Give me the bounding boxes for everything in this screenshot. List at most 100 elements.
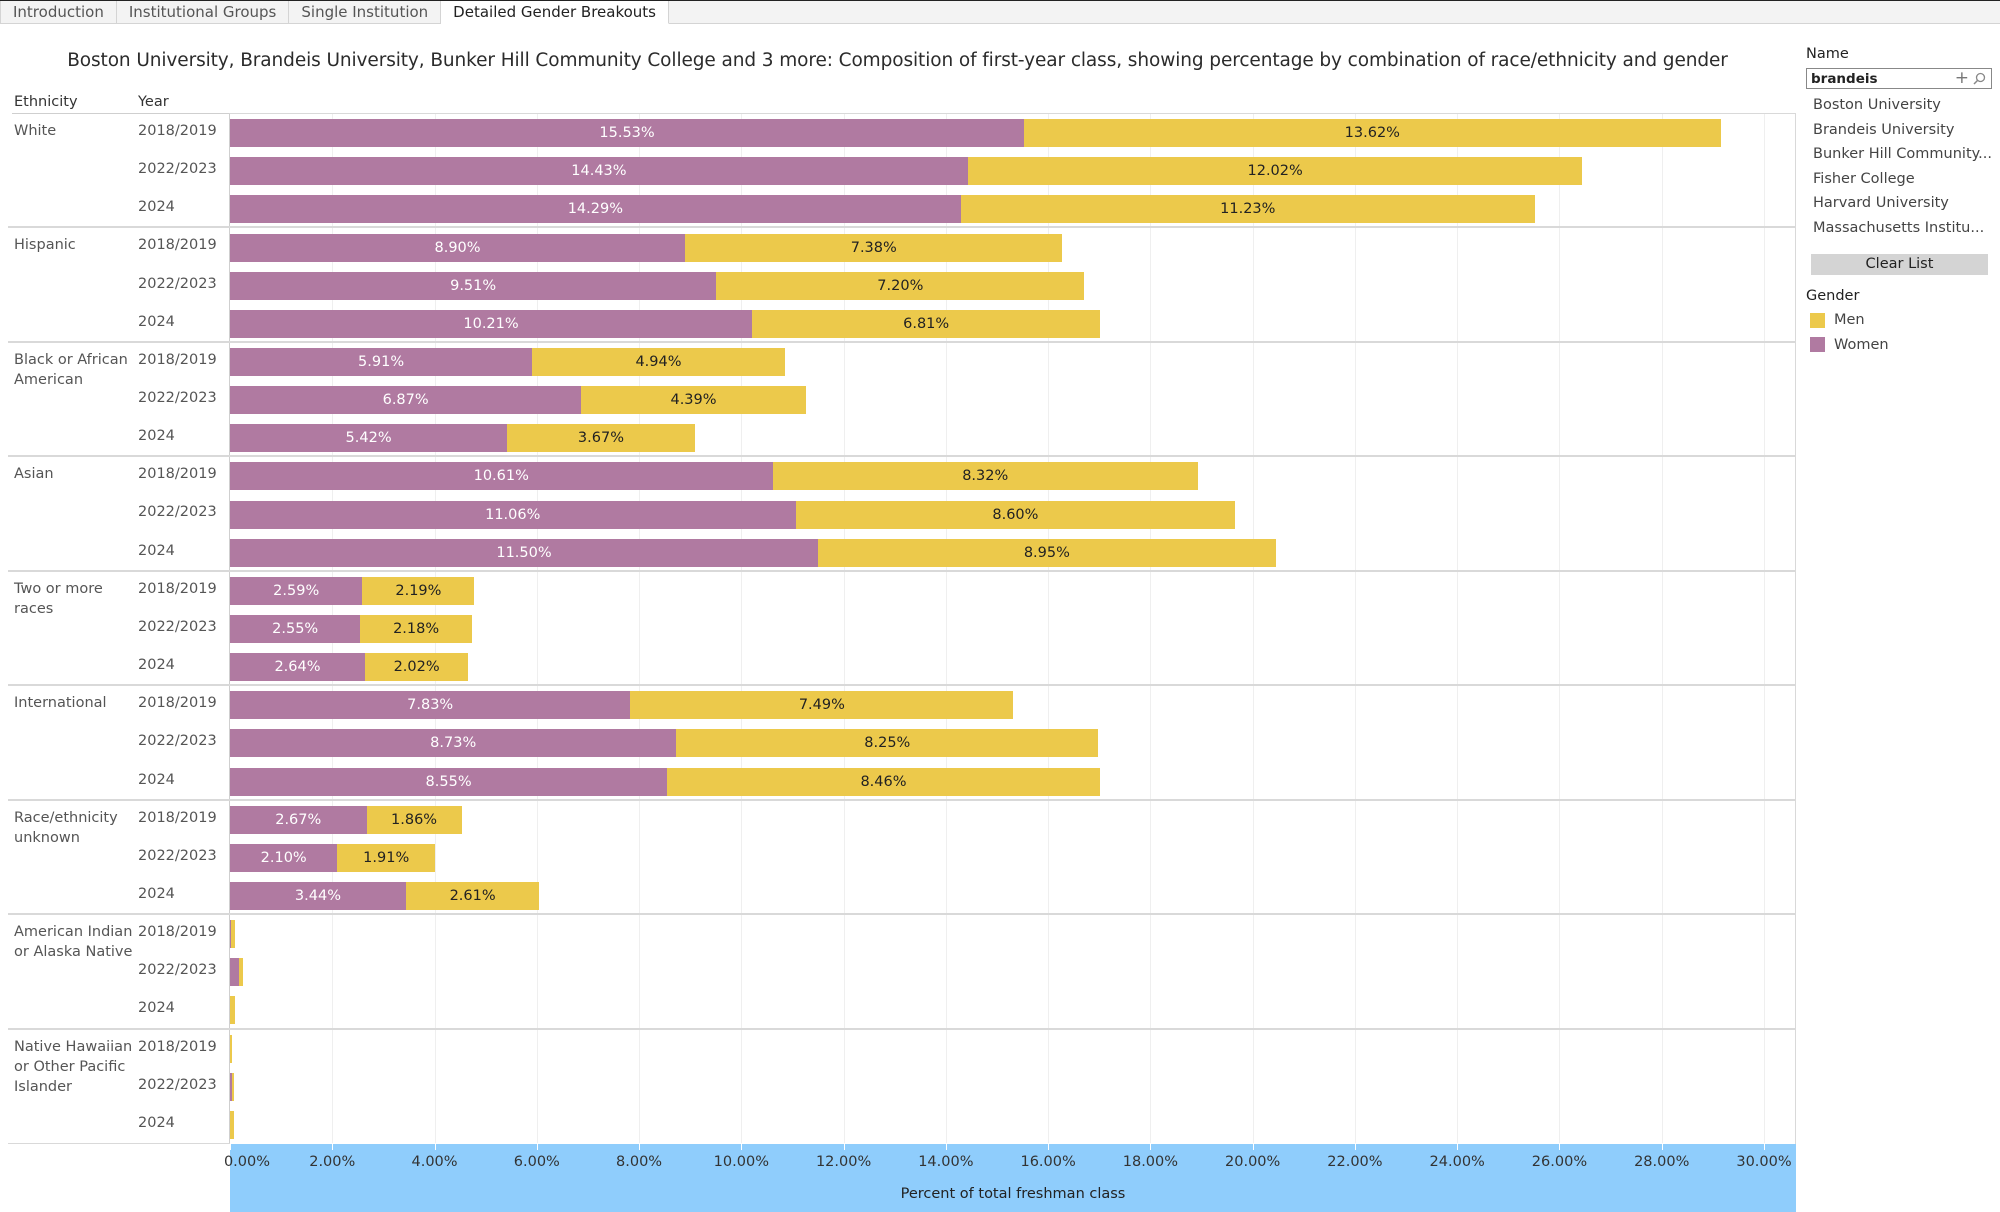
tab-bar: Introduction Institutional Groups Single I… <box>0 0 2000 24</box>
bar-women[interactable] <box>230 309 753 338</box>
group-separator <box>8 455 1796 458</box>
bar-label-women: 2.55% <box>272 621 319 637</box>
bar-women[interactable] <box>230 882 406 911</box>
bar-women[interactable] <box>230 958 240 987</box>
bar-label-women: 9.51% <box>450 277 497 294</box>
year-label: 2024 <box>138 542 175 559</box>
bar-men[interactable] <box>581 386 806 415</box>
bar-women[interactable] <box>230 119 1025 148</box>
clear-list-button[interactable]: Clear List <box>1811 254 1988 275</box>
bar-men[interactable] <box>231 1072 234 1101</box>
bar-label-men: 13.62% <box>1344 125 1400 142</box>
bar-women[interactable] <box>230 233 686 262</box>
bar-men[interactable] <box>507 424 695 453</box>
tab-institutional-groups[interactable]: Institutional Groups <box>117 0 290 24</box>
x-axis-tick-label: 12.00% <box>815 1154 872 1170</box>
bar-women[interactable] <box>230 615 361 643</box>
legend-item-women[interactable]: Women <box>1810 337 1889 353</box>
bar-label-women: 5.42% <box>345 430 392 447</box>
bar-men[interactable] <box>231 920 236 949</box>
bar-label-women: 8.73% <box>430 735 477 752</box>
bar-label-women: 11.50% <box>496 544 552 561</box>
gridline <box>1252 114 1254 1143</box>
bar-women[interactable] <box>230 386 582 415</box>
bar-men[interactable] <box>366 805 462 834</box>
ethnicity-label: Native Hawaiian or Other Pacific Islande… <box>14 1038 133 1095</box>
tab-single-institution[interactable]: Single Institution <box>289 0 442 24</box>
bar-men[interactable] <box>716 271 1085 300</box>
bar-label-men: 2.02% <box>393 659 440 676</box>
institution-list-item[interactable]: Bunker Hill Community... <box>1813 146 1992 163</box>
gender-legend-title: Gender <box>1806 288 1860 304</box>
bar-label-men: 7.38% <box>850 239 897 256</box>
year-label: 2022/2023 <box>138 733 217 750</box>
institution-list-item[interactable]: Brandeis University <box>1813 121 1955 138</box>
bar-women[interactable] <box>230 157 968 186</box>
bar-women[interactable] <box>230 691 631 720</box>
tab-detailed-gender-breakouts[interactable]: Detailed Gender Breakouts <box>441 0 670 24</box>
institution-list-item[interactable]: Massachusetts Institu... <box>1813 220 1985 236</box>
bar-men[interactable] <box>676 729 1099 758</box>
bar-women[interactable] <box>230 576 363 605</box>
bar-men[interactable] <box>532 347 785 376</box>
bar-men[interactable] <box>230 996 235 1025</box>
bar-women[interactable] <box>230 729 677 758</box>
bar-women[interactable] <box>230 500 796 529</box>
bar-label-men: 11.23% <box>1220 201 1276 218</box>
bar-men[interactable] <box>795 500 1236 529</box>
institution-list-item[interactable]: Fisher College <box>1813 170 1915 187</box>
bar-women[interactable] <box>230 805 367 834</box>
bar-men[interactable] <box>230 1034 232 1063</box>
tab-introduction[interactable]: Introduction <box>0 0 117 24</box>
bar-women[interactable] <box>230 653 365 682</box>
bar-men[interactable] <box>360 615 472 643</box>
bar-men[interactable] <box>818 538 1276 567</box>
year-label: 2018/2019 <box>138 695 217 712</box>
bar-label-men: 8.32% <box>962 468 1009 485</box>
bar-women[interactable] <box>230 1072 232 1101</box>
x-axis[interactable] <box>230 1144 1796 1212</box>
add-icon[interactable]: + <box>1954 68 1969 88</box>
gridline <box>639 114 641 1143</box>
name-search-box[interactable]: + <box>1806 68 1992 89</box>
bar-women[interactable] <box>230 538 819 567</box>
institution-list-item[interactable]: Boston University <box>1813 97 1941 113</box>
institution-list-item[interactable]: Harvard University <box>1813 195 1949 212</box>
bar-women[interactable] <box>230 424 508 453</box>
bar-men[interactable] <box>364 653 469 682</box>
bar-women[interactable] <box>230 920 232 949</box>
bar-men[interactable] <box>667 767 1100 796</box>
bar-women[interactable] <box>230 767 668 796</box>
bar-label-women: 14.29% <box>567 201 623 218</box>
year-label: 2024 <box>138 657 175 674</box>
bar-women[interactable] <box>230 347 533 376</box>
legend-item-men[interactable]: Men <box>1810 312 1865 328</box>
bar-label-women: 11.06% <box>485 506 541 523</box>
bar-women[interactable] <box>230 843 338 872</box>
bar-men[interactable] <box>1024 119 1721 148</box>
bar-men[interactable] <box>362 576 475 605</box>
name-search-input[interactable] <box>1811 69 1951 88</box>
bar-men[interactable] <box>405 882 540 911</box>
bar-men[interactable] <box>772 462 1198 491</box>
bar-men[interactable] <box>230 1110 234 1139</box>
x-axis-tick <box>1457 1144 1459 1150</box>
bar-men[interactable] <box>630 691 1014 720</box>
bar-women[interactable] <box>230 462 773 491</box>
year-label: 2024 <box>138 313 175 330</box>
header-divider <box>12 113 230 114</box>
search-icon[interactable] <box>1973 72 1986 85</box>
bar-label-men: 2.61% <box>449 888 496 905</box>
bar-men[interactable] <box>337 843 436 872</box>
bar-men[interactable] <box>967 157 1583 186</box>
bar-women[interactable] <box>230 195 961 224</box>
bar-label-women: 14.43% <box>571 163 627 180</box>
bar-men[interactable] <box>752 309 1101 338</box>
bar-men[interactable] <box>239 958 244 987</box>
group-separator <box>8 798 1796 801</box>
bar-women[interactable] <box>230 271 717 300</box>
bar-men[interactable] <box>685 233 1063 262</box>
bar-label-men: 4.39% <box>670 392 717 409</box>
bar-label-women: 10.21% <box>463 315 519 332</box>
bar-men[interactable] <box>960 195 1535 224</box>
